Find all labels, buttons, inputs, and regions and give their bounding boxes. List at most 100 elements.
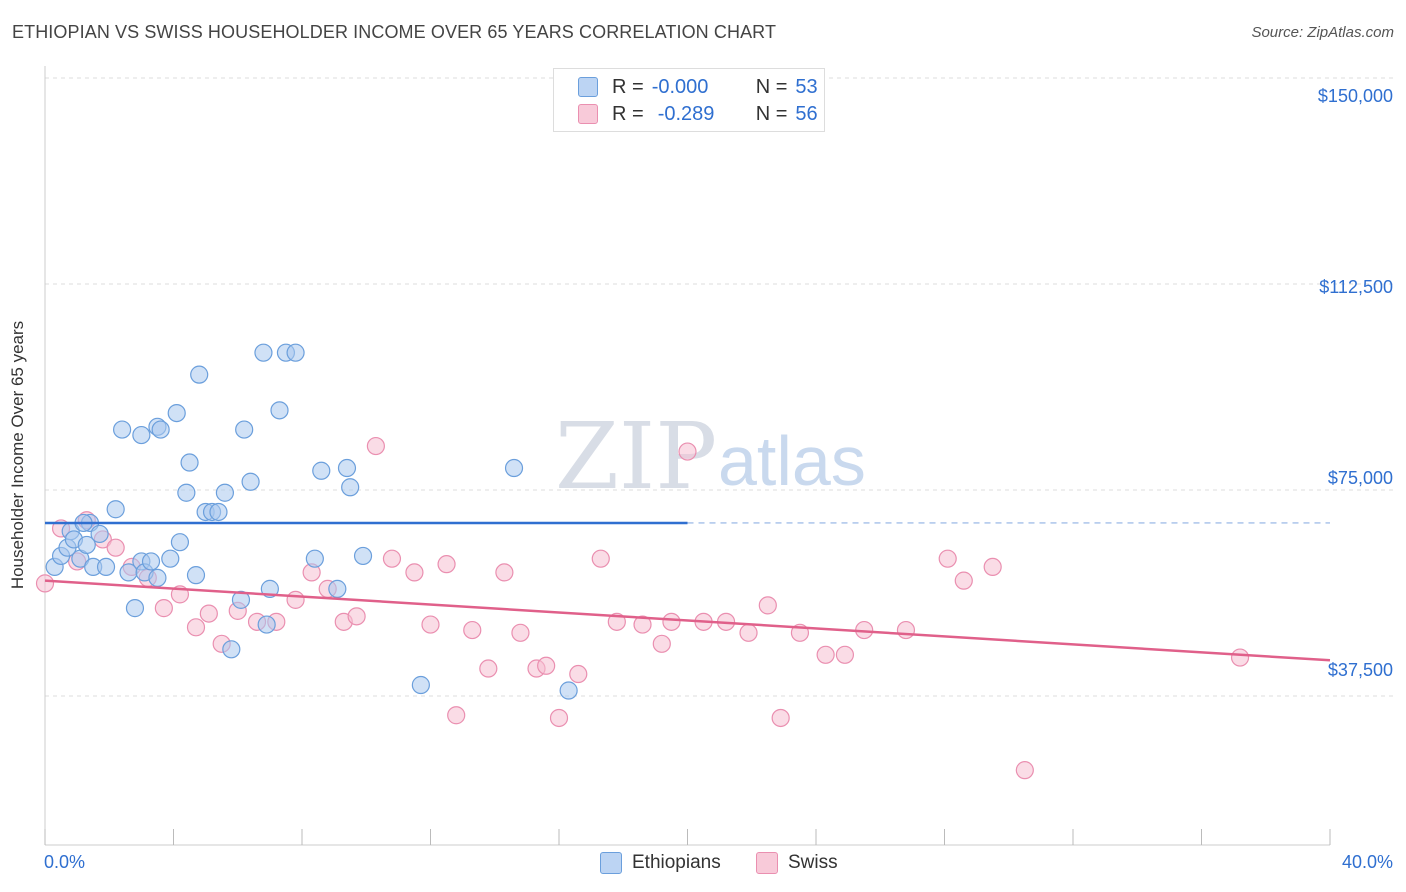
r-label: R = [612, 75, 644, 98]
data-point [90, 524, 109, 544]
trend-lines [44, 521, 1331, 662]
data-point [382, 549, 402, 568]
data-point [337, 458, 357, 478]
data-point [151, 420, 170, 439]
series-legend: Ethiopians Swiss [0, 852, 1406, 876]
data-point [954, 571, 973, 590]
swiss-points [35, 436, 1250, 780]
data-point [511, 623, 530, 642]
data-point [241, 472, 260, 491]
correlation-legend: R = -0.000 N = 53 R = -0.289 N = 56 [553, 68, 825, 132]
data-point [1015, 761, 1034, 780]
data-point [167, 403, 186, 423]
data-point [1230, 648, 1250, 667]
data-point [170, 533, 190, 552]
data-point [141, 552, 161, 571]
data-point [896, 620, 916, 640]
data-point [347, 607, 366, 626]
data-point [662, 612, 681, 631]
n-label: N = [755, 75, 788, 98]
data-point [312, 461, 331, 480]
y-tick-label: $150,000 [1317, 86, 1393, 106]
data-point [180, 453, 199, 472]
data-point [112, 420, 132, 439]
ethiopians-swatch [578, 77, 598, 97]
watermark-atlas: atlas [718, 422, 866, 500]
data-point [678, 442, 697, 461]
data-point [504, 458, 524, 478]
x-tick-label-max: 40.0% [1341, 852, 1393, 872]
swiss-swatch [756, 852, 778, 874]
data-point [405, 563, 424, 582]
data-point [758, 596, 777, 615]
legend-row-ethiopians: R = -0.000 N = 53 [578, 76, 818, 98]
data-point [106, 538, 125, 557]
data-point [215, 483, 234, 502]
data-point [633, 615, 652, 634]
data-point [328, 579, 347, 598]
data-point [96, 557, 116, 577]
data-point [154, 599, 173, 618]
data-point [35, 574, 55, 593]
data-point [537, 656, 556, 675]
y-tick-label: $75,000 [1327, 468, 1393, 488]
data-point [132, 425, 151, 445]
r-value: -0.000 [651, 75, 709, 98]
data-point [254, 343, 273, 362]
data-point [190, 365, 209, 384]
data-point [835, 645, 855, 664]
ethiopians-points [45, 343, 578, 700]
n-label: N = [755, 102, 788, 125]
data-point [569, 664, 588, 684]
data-point [421, 615, 440, 634]
r-value: -0.289 [657, 102, 715, 125]
data-point [286, 343, 305, 362]
data-point [771, 708, 790, 728]
legend-item-swiss: Swiss [756, 852, 838, 874]
legend-row-swiss: R = -0.289 N = 56 [578, 103, 818, 125]
data-point [816, 645, 835, 664]
data-point [463, 620, 482, 640]
ethiopians-swatch [600, 852, 622, 874]
legend-item-ethiopians: Ethiopians [600, 852, 721, 874]
watermark: ZIP atlas [555, 403, 866, 510]
data-point [186, 618, 206, 637]
legend-label: Swiss [788, 852, 838, 873]
swiss-swatch [578, 104, 598, 124]
data-point [938, 549, 957, 568]
data-point [235, 420, 254, 439]
axes [44, 66, 1331, 846]
data-point [148, 568, 167, 587]
data-point [479, 659, 498, 678]
source-credit: Source: ZipAtlas.com [1251, 24, 1394, 41]
data-point [270, 401, 289, 420]
data-point [559, 681, 578, 700]
data-point [739, 623, 758, 642]
legend-label: Ethiopians [632, 852, 721, 873]
data-point [209, 502, 228, 522]
swiss-trend-line [44, 579, 1331, 662]
data-point [549, 708, 569, 728]
n-value: 53 [795, 75, 818, 98]
n-value: 56 [795, 102, 818, 125]
chart-title: ETHIOPIAN VS SWISS HOUSEHOLDER INCOME OV… [12, 22, 777, 42]
r-label: R = [612, 102, 644, 125]
data-point [341, 478, 360, 497]
y-tick-label: $37,500 [1327, 660, 1393, 680]
x-tick-label-min: 0.0% [44, 852, 86, 872]
data-point [652, 634, 671, 653]
data-point [366, 436, 385, 456]
data-point [222, 640, 241, 659]
data-point [286, 590, 305, 609]
data-point [983, 557, 1002, 577]
data-point [591, 549, 610, 568]
data-point [161, 549, 180, 568]
data-point [437, 555, 456, 574]
data-point [231, 590, 251, 609]
data-point [305, 549, 324, 568]
data-point [353, 546, 373, 566]
y-tick-label: $112,500 [1319, 277, 1393, 297]
data-point [106, 500, 125, 519]
data-point [257, 615, 276, 634]
